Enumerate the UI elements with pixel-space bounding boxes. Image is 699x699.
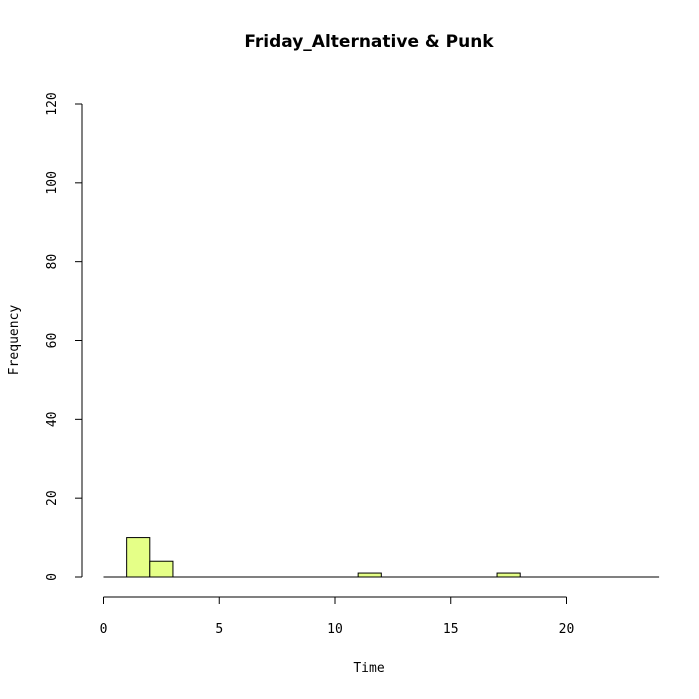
y-tick-label: 80 [45,254,60,270]
histogram-bar [126,537,151,578]
histogram-bars [103,537,660,578]
y-axis-label: Frequency [7,305,22,376]
y-tick-label: 60 [45,333,60,349]
histogram-bar [496,572,521,578]
histogram-bar [149,560,174,578]
x-tick-label: 5 [215,622,223,637]
histogram-bar [357,572,382,578]
y-tick-label: 0 [45,573,60,581]
y-tick-label: 120 [45,92,60,115]
x-axis-label: Time [353,661,384,676]
y-tick-label: 20 [45,490,60,506]
y-tick-label: 40 [45,412,60,428]
x-tick-label: 10 [327,622,343,637]
y-tick-label: 100 [45,171,60,194]
chart-title: Friday_Alternative & Punk [244,32,494,52]
x-tick-label: 20 [559,622,575,637]
x-axis: 0 5 10 15 20 [100,596,575,637]
y-axis: 0 20 40 60 80 100 120 [45,92,83,581]
x-tick-label: 15 [443,622,459,637]
x-tick-label: 0 [100,622,108,637]
